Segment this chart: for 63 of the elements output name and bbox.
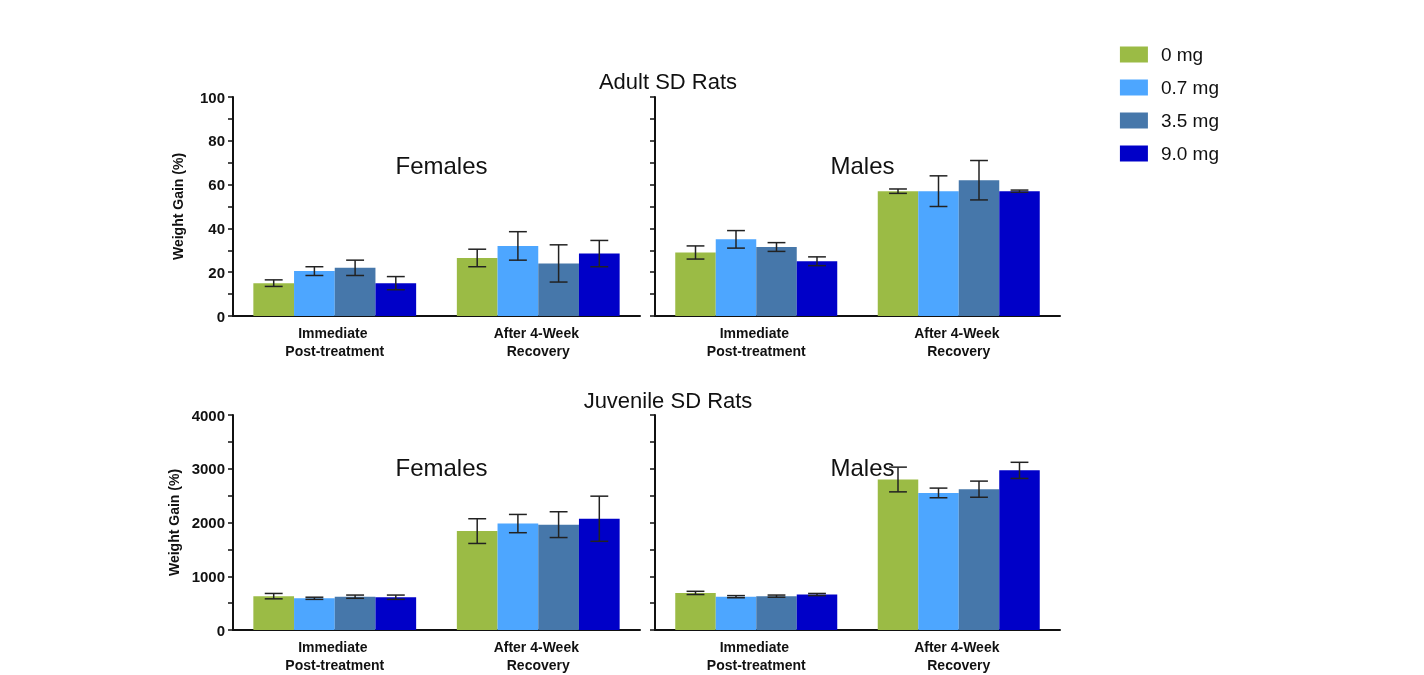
y-tick-label: 2000 (191, 514, 225, 531)
y-tick-label: 0 (216, 307, 225, 325)
bar (334, 267, 376, 316)
y-tick-label: 0 (216, 621, 225, 639)
x-tick-label: After 4-Week Recovery (493, 325, 583, 359)
bar (294, 271, 335, 316)
bar (375, 597, 417, 630)
text: Females (395, 453, 488, 481)
bar (538, 524, 579, 630)
bar (756, 247, 797, 316)
bar (756, 596, 797, 630)
text: Females (395, 151, 488, 179)
y-tick-label: 60 (208, 176, 225, 194)
text: Males (830, 453, 895, 481)
bar (918, 191, 959, 316)
x-tick-label: Immediate Post-treatment (285, 639, 385, 673)
bar (796, 261, 838, 316)
bar (918, 492, 959, 630)
text: Juvenile SD Rats (583, 387, 753, 413)
bar (253, 596, 295, 630)
y-axis-title: Weight Gain (%) (170, 152, 186, 261)
bar (715, 596, 757, 630)
x-tick-label: After 4-Week Recovery (493, 639, 583, 673)
bar (715, 239, 757, 316)
y-tick-label: 4000 (191, 406, 225, 424)
legend-label: 0.7 mg (1160, 77, 1220, 98)
bar (497, 523, 539, 630)
legend-label: 9.0 mg (1160, 143, 1220, 164)
y-tick-label: 80 (208, 132, 225, 150)
x-tick-label: Immediate Post-treatment (706, 325, 806, 359)
legend-label: 0 mg (1160, 44, 1204, 65)
x-tick-label: Immediate Post-treatment (285, 325, 385, 359)
bar (497, 245, 539, 316)
y-tick-label: 20 (208, 263, 225, 281)
bar (675, 252, 716, 316)
y-tick-label: 1000 (191, 567, 225, 585)
bar (796, 594, 838, 630)
x-tick-label: Immediate Post-treatment (706, 639, 806, 673)
bar (877, 479, 919, 630)
bar (456, 531, 498, 630)
bar (877, 191, 919, 316)
text: Adult SD Rats (598, 68, 738, 94)
bar (538, 263, 579, 316)
y-tick-label: 3000 (191, 460, 225, 478)
bar (375, 283, 417, 316)
bar (578, 253, 620, 316)
bar (578, 518, 620, 630)
bar (958, 180, 1000, 316)
y-axis-title: Weight Gain (%) (165, 468, 182, 577)
bar (675, 592, 716, 630)
bar (999, 191, 1040, 316)
x-tick-label: After 4-Week Recovery (914, 639, 1004, 673)
bar (958, 489, 1000, 630)
bar (334, 596, 376, 630)
text: Males (830, 151, 895, 179)
bar (456, 257, 498, 316)
legend-label: 3.5 mg (1160, 110, 1220, 131)
bar (999, 470, 1040, 630)
x-tick-label: After 4-Week Recovery (914, 325, 1004, 359)
y-tick-label: 100 (199, 88, 225, 106)
y-tick-label: 40 (208, 219, 225, 237)
bar (294, 598, 335, 630)
bar (253, 283, 295, 316)
